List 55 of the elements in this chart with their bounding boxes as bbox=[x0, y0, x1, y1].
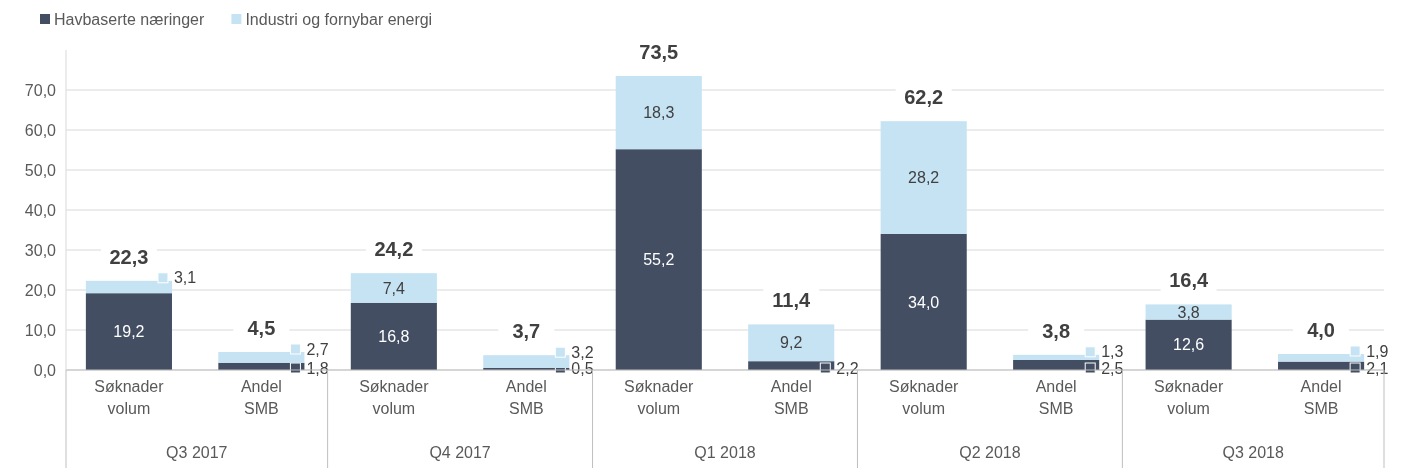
total-label: 11,4 bbox=[772, 289, 812, 312]
text: Q3 2018 bbox=[1222, 444, 1284, 461]
x-tick-label: Søknader volum bbox=[624, 378, 695, 417]
data-label: 55,2 bbox=[643, 251, 675, 269]
text: Q3 2017 bbox=[166, 444, 228, 461]
data-label: 18,3 bbox=[643, 104, 675, 122]
total-label: 3,8 bbox=[1042, 319, 1071, 342]
data-label: 2,2 bbox=[836, 359, 859, 377]
y-tick-label: 0,0 bbox=[33, 361, 57, 379]
x-tick-label: Andel SMB bbox=[1300, 378, 1342, 417]
y-tick-label: 70,0 bbox=[24, 81, 57, 99]
legend-label: Industri og fornybar energi bbox=[245, 10, 433, 28]
y-tick-label: 60,0 bbox=[24, 121, 57, 139]
x-tick-label: Andel SMB bbox=[770, 378, 812, 417]
y-tick-label: 50,0 bbox=[24, 161, 57, 179]
data-label: 16,8 bbox=[378, 328, 410, 345]
y-tick-label: 30,0 bbox=[24, 241, 57, 259]
data-label: 3,8 bbox=[1177, 303, 1200, 321]
x-tick-label: Andel SMB bbox=[505, 378, 547, 417]
data-label: 2,1 bbox=[1366, 359, 1389, 377]
data-label: 1,9 bbox=[1366, 342, 1389, 360]
text: Q2 2018 bbox=[959, 444, 1021, 461]
y-tick-label: 10,0 bbox=[24, 321, 57, 339]
data-label: 12,6 bbox=[1173, 336, 1205, 354]
total-label: 73,5 bbox=[639, 41, 679, 63]
total-label: 4,5 bbox=[247, 317, 276, 339]
x-tick-label: Søknader volum bbox=[1153, 378, 1224, 417]
total-label: 62,2 bbox=[904, 86, 944, 109]
total-label: 4,0 bbox=[1307, 319, 1335, 341]
legend-label: Havbaserte næringer bbox=[54, 10, 205, 28]
x-tick-label: Andel SMB bbox=[1035, 378, 1077, 417]
total-label: 24,2 bbox=[374, 238, 414, 261]
x-tick-label: Søknader volum bbox=[889, 378, 960, 417]
data-label: 1,3 bbox=[1101, 343, 1124, 361]
x-tick-label: Søknader volum bbox=[94, 378, 165, 417]
y-tick-label: 20,0 bbox=[24, 281, 57, 299]
data-label: 19,2 bbox=[113, 323, 145, 341]
data-label: 3,2 bbox=[571, 343, 594, 361]
data-label: 28,2 bbox=[908, 169, 940, 187]
data-label: 9,2 bbox=[780, 334, 803, 352]
data-label: 7,4 bbox=[382, 279, 406, 297]
total-label: 16,4 bbox=[1169, 269, 1209, 292]
total-label: 3,7 bbox=[512, 320, 541, 343]
x-tick-label: Søknader volum bbox=[359, 378, 430, 417]
total-label: 22,3 bbox=[109, 245, 149, 268]
y-tick-label: 40,0 bbox=[24, 201, 57, 219]
data-label: 0,5 bbox=[571, 359, 594, 377]
data-label: 3,1 bbox=[173, 269, 197, 287]
data-label: 2,5 bbox=[1101, 359, 1124, 377]
data-label: 2,7 bbox=[306, 340, 329, 358]
data-label: 34,0 bbox=[908, 293, 940, 311]
text: Q1 2018 bbox=[694, 444, 756, 461]
data-label: 1,8 bbox=[306, 359, 329, 377]
x-tick-label: Andel SMB bbox=[240, 378, 282, 417]
text: Q4 2017 bbox=[429, 444, 491, 461]
